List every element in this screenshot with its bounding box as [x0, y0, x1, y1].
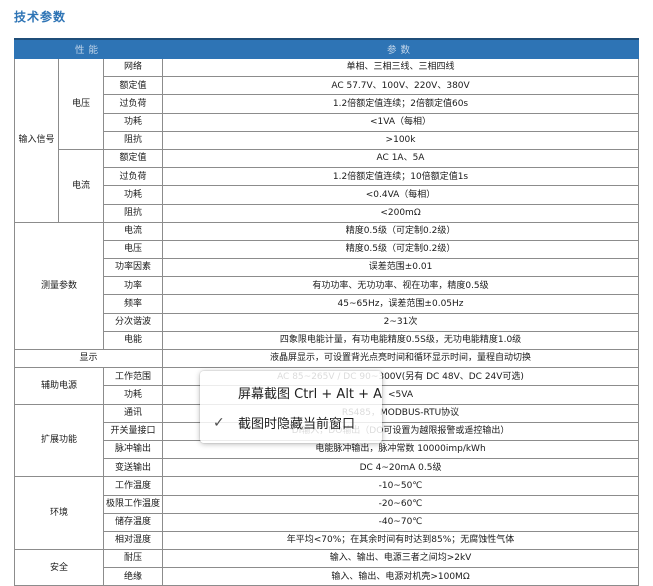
- table-row: 输入信号 电压 网络 单相、三相三线、三相四线: [14, 57, 639, 223]
- table-row: 环境 工作温度 -10~50℃: [14, 476, 639, 551]
- perf-label-cell: 电流: [102, 221, 164, 241]
- table-row: 绝缘 输入、输出、电源对机壳>100MΩ: [15, 567, 639, 586]
- perf-label-cell: 额定值: [102, 76, 164, 96]
- perf-label-cell: 电能: [102, 330, 164, 351]
- perf-label-cell: 耐压: [102, 549, 164, 569]
- param-value-cell: 精度0.5级（可定制0.2级）: [162, 221, 639, 241]
- perf-label-cell: 安全: [14, 549, 104, 586]
- perf-label-cell: 绝缘: [102, 567, 164, 586]
- perf-label-cell: 电压: [102, 239, 164, 260]
- param-value-cell: <200mΩ: [162, 203, 639, 223]
- check-icon: ✓: [213, 414, 225, 431]
- perf-label-cell: 环境: [14, 476, 104, 551]
- param-value-cell: >100k: [162, 130, 639, 150]
- column-header: 参数: [162, 38, 639, 59]
- table-row: 电流 额定值 AC 1A、5A: [15, 148, 639, 223]
- table-row: 阻抗 >100k: [15, 130, 639, 150]
- table-row: 功率因素 误差范围±0.01: [15, 258, 639, 278]
- param-value-cell: 精度0.5级（可定制0.2级）: [162, 239, 639, 260]
- perf-label-cell: 过负荷: [102, 94, 164, 114]
- perf-label-cell: 工作范围: [102, 367, 164, 387]
- perf-label-cell: 电压: [58, 58, 104, 150]
- perf-label-cell: 功率因素: [102, 258, 164, 278]
- param-value-cell: 四象限电能计量，有功电能精度0.5S级，无功电能精度1.0级: [162, 330, 639, 351]
- table-row: 功耗 <0.4VA（每相）: [15, 185, 639, 205]
- column-header: 性能: [13, 38, 164, 59]
- table-row: 额定值 AC 57.7V、100V、220V、380V: [15, 76, 639, 96]
- perf-label-cell: 功耗: [102, 112, 164, 132]
- table-row: 极限工作温度 -20~60℃: [15, 494, 639, 514]
- perf-label-cell: 相对湿度: [102, 530, 164, 551]
- specs-table: 性能 参数 输入信号 电压 网络 单相、三相三线、三相四线 额定值 AC 57.7V、100…: [13, 38, 639, 586]
- param-value-cell: 年平均<70%；在其余时间有时达到85%；无腐蚀性气体: [162, 530, 639, 551]
- hide-window-option[interactable]: ✓ 截图时隐藏当前窗口: [213, 413, 356, 433]
- screenshot-hotkey-label: 屏幕截图 Ctrl + Alt + A: [238, 387, 383, 402]
- perf-label-cell: 工作温度: [102, 476, 164, 496]
- table-row: 电压 精度0.5级（可定制0.2级）: [15, 239, 639, 260]
- table-row: 过负荷 1.2倍额定值连续；2倍额定值60s: [15, 94, 639, 114]
- param-value-cell: DC 4~20mA 0.5级: [162, 458, 639, 478]
- perf-label-cell: 极限工作温度: [102, 494, 164, 514]
- specs-table-header: 性能 参数: [13, 38, 639, 59]
- specs-table-body: 输入信号 电压 网络 单相、三相三线、三相四线 额定值 AC 57.7V、100V、220…: [13, 57, 639, 586]
- param-value-cell: 单相、三相三线、三相四线: [162, 57, 639, 78]
- table-row: 频率 45~65Hz，误差范围±0.05Hz: [15, 294, 639, 314]
- perf-label-cell: 分次谐波: [102, 312, 164, 332]
- param-value-cell: -40~70℃: [162, 512, 639, 532]
- param-value-cell: -10~50℃: [162, 476, 639, 496]
- table-row: 功率 有功功率、无功功率、视在功率，精度0.5级: [15, 276, 639, 296]
- page-title: 技术参数: [14, 10, 67, 24]
- table-row: 测量参数 电流 精度0.5级（可定制0.2级）: [14, 221, 639, 351]
- param-value-cell: 输入、输出、电源三者之间均>2kV: [162, 549, 639, 569]
- perf-label-cell: 测量参数: [14, 221, 104, 351]
- param-value-cell: AC 1A、5A: [162, 148, 639, 169]
- perf-label-cell: 扩展功能: [14, 403, 104, 478]
- perf-label-cell: 额定值: [102, 148, 164, 169]
- table-row: 相对湿度 年平均<70%；在其余时间有时达到85%；无腐蚀性气体: [15, 530, 639, 551]
- table-row: 储存温度 -40~70℃: [15, 512, 639, 532]
- perf-label-cell: 储存温度: [102, 512, 164, 532]
- param-value-cell: AC 57.7V、100V、220V、380V: [162, 76, 639, 96]
- table-row: 安全 耐压 输入、输出、电源三者之间均>2kV: [14, 549, 639, 586]
- table-row: 电能 四象限电能计量，有功电能精度0.5S级，无功电能精度1.0级: [15, 330, 639, 351]
- hide-window-option-label: 截图时隐藏当前窗口: [238, 417, 356, 432]
- perf-label-cell: 功率: [102, 276, 164, 296]
- perf-label-cell: 功耗: [102, 185, 164, 205]
- param-value-cell: 输入、输出、电源对机壳>100MΩ: [162, 567, 639, 586]
- table-row: 显示 液晶屏显示，可设置背光点亮时间和循环显示时间，量程自动切换: [13, 348, 639, 369]
- screenshot-tooltip: 屏幕截图 Ctrl + Alt + A ✓ 截图时隐藏当前窗口: [200, 371, 382, 443]
- param-value-cell: 误差范围±0.01: [162, 258, 639, 278]
- param-value-cell: 有功功率、无功功率、视在功率，精度0.5级: [162, 276, 639, 296]
- table-row: 过负荷 1.2倍额定值连续；10倍额定值1s: [15, 167, 639, 187]
- param-value-cell: 1.2倍额定值连续；10倍额定值1s: [162, 167, 639, 187]
- perf-label-cell: 脉冲输出: [102, 439, 164, 460]
- perf-label-cell: 阻抗: [102, 203, 164, 223]
- table-row: 变送输出 DC 4~20mA 0.5级: [15, 458, 639, 478]
- perf-label-cell: 通讯: [102, 403, 164, 423]
- param-value-cell: 1.2倍额定值连续；2倍额定值60s: [162, 94, 639, 114]
- perf-label-cell: 功耗: [102, 385, 164, 405]
- perf-label-cell: 频率: [102, 294, 164, 314]
- param-value-cell: <0.4VA（每相）: [162, 185, 639, 205]
- perf-label-cell: 阻抗: [102, 130, 164, 150]
- perf-label-cell: 变送输出: [102, 458, 164, 478]
- param-value-cell: 液晶屏显示，可设置背光点亮时间和循环显示时间，量程自动切换: [162, 348, 639, 369]
- param-value-cell: -20~60℃: [162, 494, 639, 514]
- param-value-cell: 电能脉冲输出，脉冲常数 10000imp/kWh: [162, 439, 639, 460]
- perf-label-cell: 过负荷: [102, 167, 164, 187]
- table-row: 功耗 <1VA（每相）: [15, 112, 639, 132]
- perf-label-cell: 显示: [13, 348, 164, 369]
- param-value-cell: 2~31次: [162, 312, 639, 332]
- perf-label-cell: 输入信号: [14, 58, 59, 223]
- perf-label-cell: 开关量接口: [102, 421, 164, 441]
- perf-label-cell: 网络: [102, 57, 164, 78]
- perf-label-cell: 辅助电源: [14, 367, 104, 405]
- perf-label-cell: 电流: [58, 148, 104, 223]
- param-value-cell: <1VA（每相）: [162, 112, 639, 132]
- table-row: 阻抗 <200mΩ: [15, 203, 639, 223]
- table-row: 分次谐波 2~31次: [15, 312, 639, 332]
- param-value-cell: 45~65Hz，误差范围±0.05Hz: [162, 294, 639, 314]
- table-row: 脉冲输出 电能脉冲输出，脉冲常数 10000imp/kWh: [15, 439, 639, 460]
